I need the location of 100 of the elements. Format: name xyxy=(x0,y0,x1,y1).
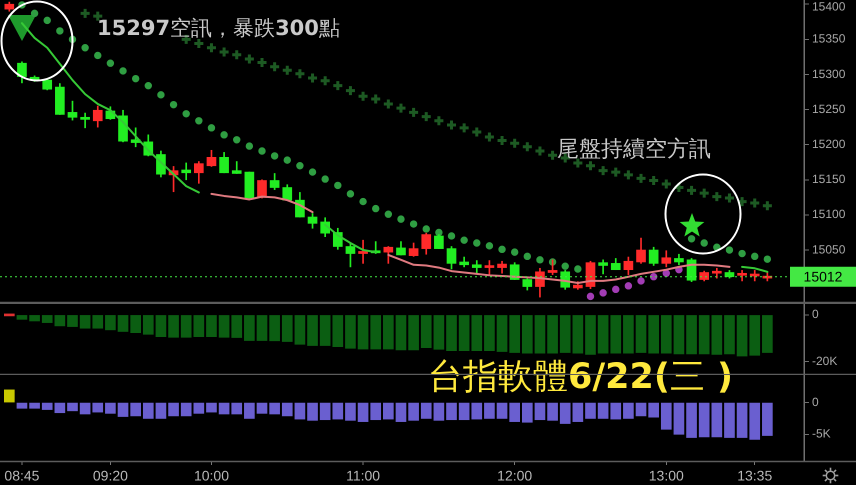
point xyxy=(321,175,329,183)
point xyxy=(422,225,430,233)
y-tick-label: 15100 xyxy=(812,207,846,222)
point xyxy=(94,52,102,60)
point xyxy=(408,106,420,118)
point xyxy=(319,74,332,87)
point xyxy=(346,190,354,198)
point xyxy=(738,250,746,258)
point xyxy=(208,124,216,132)
point xyxy=(56,27,64,35)
point xyxy=(562,262,569,270)
point xyxy=(119,67,127,75)
y-tick-label: 15250 xyxy=(812,102,846,116)
point xyxy=(435,228,443,236)
point xyxy=(508,137,521,150)
point xyxy=(230,48,243,61)
point xyxy=(751,252,758,260)
y-tick-label: 15150 xyxy=(812,172,846,186)
point xyxy=(710,190,723,203)
point xyxy=(220,131,228,139)
point xyxy=(574,265,582,273)
x-tick-label: 10:00 xyxy=(194,467,230,484)
point xyxy=(648,174,660,186)
y-tick-label: 15200 xyxy=(812,136,846,151)
point xyxy=(81,44,89,52)
x-tick-label: 09:20 xyxy=(92,467,128,484)
point xyxy=(546,149,559,162)
point xyxy=(357,90,370,102)
x-tick-label: 08:45 xyxy=(4,467,40,484)
point xyxy=(458,122,470,134)
point xyxy=(30,10,38,18)
point xyxy=(736,196,748,208)
point xyxy=(473,239,480,247)
y-tick-label: -20K xyxy=(812,354,838,368)
point xyxy=(384,210,392,218)
y-tick-label: 0 xyxy=(812,394,819,409)
point xyxy=(536,256,544,264)
point xyxy=(599,289,607,297)
y-tick-label: 15050 xyxy=(812,242,846,256)
point xyxy=(612,286,620,294)
point xyxy=(284,156,291,164)
point xyxy=(334,182,342,190)
point xyxy=(144,82,152,90)
y-tick-label: 15300 xyxy=(812,66,846,81)
point xyxy=(205,42,218,54)
point xyxy=(432,114,445,127)
point xyxy=(132,74,140,82)
point xyxy=(420,110,432,123)
y-tick-label: -5K xyxy=(812,426,831,441)
point xyxy=(182,110,190,118)
point xyxy=(764,255,772,263)
point xyxy=(44,16,51,24)
annotation: 15297空訊，暴跌300點 xyxy=(97,16,340,40)
point xyxy=(610,166,622,178)
point xyxy=(195,117,203,124)
point xyxy=(296,162,304,170)
point xyxy=(486,242,494,250)
candlestick xyxy=(358,240,368,264)
y-tick-label: 15350 xyxy=(812,32,846,46)
y-tick-label: 0 xyxy=(812,307,819,322)
x-tick-label: 13:00 xyxy=(648,467,684,484)
point xyxy=(761,200,774,212)
point xyxy=(157,91,165,99)
point xyxy=(700,239,708,247)
point xyxy=(622,168,634,181)
point xyxy=(359,198,367,206)
point xyxy=(270,152,278,160)
annotation: 尾盤持續空方訊 xyxy=(557,137,711,162)
point xyxy=(372,204,380,212)
point xyxy=(686,184,698,196)
x-tick-label: 11:00 xyxy=(346,467,380,484)
point xyxy=(170,100,178,108)
point xyxy=(281,64,294,76)
point xyxy=(597,164,610,177)
point xyxy=(258,147,266,155)
point xyxy=(79,7,92,20)
point xyxy=(246,142,254,150)
point xyxy=(521,140,534,153)
point xyxy=(510,248,518,256)
point xyxy=(460,236,468,244)
point xyxy=(294,68,306,80)
point xyxy=(688,235,696,242)
point xyxy=(233,136,240,144)
x-tick-label: 12:00 xyxy=(497,467,532,484)
point xyxy=(498,246,506,254)
ref-line-label: 15012 xyxy=(804,268,843,285)
point xyxy=(726,246,734,254)
point xyxy=(624,282,632,290)
point xyxy=(268,60,281,73)
point xyxy=(586,292,594,300)
point xyxy=(344,84,356,97)
point xyxy=(524,252,532,260)
x-tick-label: 13:35 xyxy=(737,467,772,484)
point xyxy=(106,60,114,67)
point xyxy=(698,187,710,200)
point xyxy=(332,80,344,92)
point xyxy=(410,220,418,228)
point xyxy=(448,232,456,240)
point xyxy=(397,215,405,223)
y-tick-label: 15400 xyxy=(812,0,846,14)
